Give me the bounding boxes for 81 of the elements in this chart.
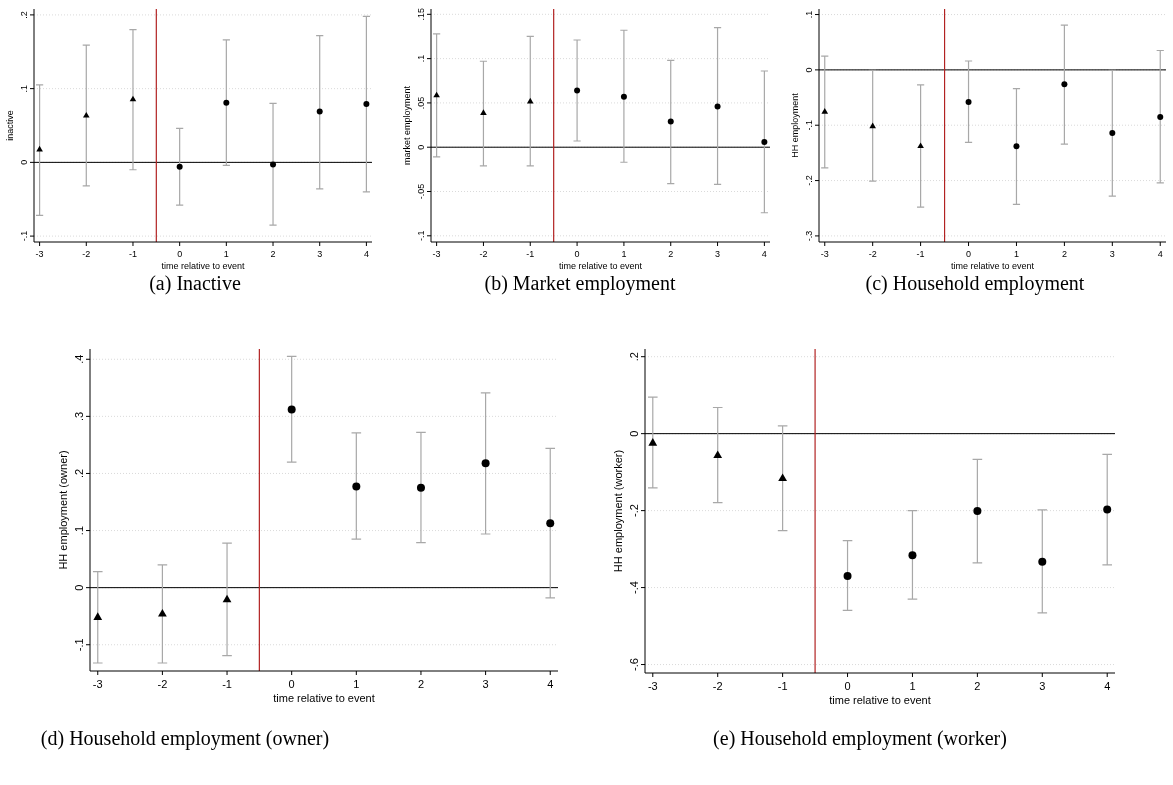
y-tick-label: -.1 [19, 230, 29, 242]
x-tick-label: 0 [177, 249, 183, 259]
y-axis-title: HH employment (owner) [56, 450, 69, 570]
y-tick-label: .15 [416, 8, 426, 21]
y-tick-label: -.2 [804, 175, 814, 186]
text: (d) Household employment (owner) [40, 727, 330, 750]
y-tick-label: -.4 [628, 581, 640, 594]
y-axis-title: HH employment [790, 92, 801, 158]
x-tick-label: 1 [1013, 249, 1019, 259]
y-tick-label: -.1 [804, 119, 814, 131]
x-tick-label: -2 [157, 678, 168, 690]
x-tick-label: 0 [288, 678, 295, 690]
x-tick-label: 1 [223, 249, 229, 259]
x-tick-label: 3 [1039, 680, 1046, 692]
x-tick-label: -2 [82, 249, 91, 259]
y-tick-label: .1 [73, 525, 85, 536]
x-tick-label: -3 [432, 249, 441, 259]
x-tick-label: -2 [868, 249, 877, 259]
x-tick-label: -1 [526, 249, 535, 259]
text: (c) Household employment [865, 272, 1085, 295]
x-tick-label: 4 [1157, 249, 1163, 259]
x-axis-title: time relative to event [558, 260, 643, 271]
y-tick-label: .1 [416, 54, 426, 63]
y-tick-label: 0 [804, 67, 814, 73]
x-tick-label: 0 [574, 249, 580, 259]
y-tick-label: .2 [628, 352, 640, 362]
x-tick-label: 2 [1061, 249, 1067, 259]
y-axis-title: market employment [402, 85, 413, 166]
y-tick-label: -.1 [73, 638, 85, 652]
y-tick-label: -.6 [628, 658, 640, 671]
text: (a) Inactive [149, 272, 241, 295]
x-tick-label: 1 [909, 680, 916, 692]
y-tick-label: .3 [73, 411, 85, 421]
y-tick-label: .2 [19, 11, 29, 19]
x-axis-title: time relative to event [950, 260, 1035, 271]
x-tick-label: 1 [621, 249, 627, 259]
y-tick-label: .05 [416, 96, 426, 110]
y-axis-title: HH employment (worker) [611, 449, 624, 573]
x-tick-label: 3 [317, 249, 323, 259]
x-tick-label: -2 [479, 249, 488, 259]
x-tick-label: 0 [844, 680, 851, 692]
x-tick-label: 4 [1104, 680, 1111, 692]
y-tick-label: -.2 [628, 504, 640, 518]
x-tick-label: -2 [712, 680, 723, 692]
y-tick-label: .2 [73, 468, 85, 479]
y-tick-label: 0 [73, 584, 85, 591]
y-tick-label: 0 [19, 159, 29, 165]
x-tick-label: 3 [1109, 249, 1115, 259]
x-tick-label: 0 [966, 249, 972, 259]
y-tick-label: -.3 [804, 230, 814, 242]
y-axis-title: inactive [5, 110, 16, 141]
y-tick-label: -.05 [416, 183, 426, 200]
x-axis-title: time relative to event [273, 692, 375, 705]
x-tick-label: 4 [547, 678, 554, 690]
y-tick-label: .4 [73, 354, 85, 364]
text: (e) Household employment (worker) [713, 727, 1007, 750]
text: (b) Market employment [484, 272, 676, 295]
x-tick-label: 1 [353, 678, 360, 690]
x-tick-label: -3 [92, 678, 103, 690]
x-tick-label: 3 [482, 678, 489, 690]
x-tick-label: -3 [820, 249, 829, 259]
x-axis-title: time relative to event [161, 260, 246, 271]
y-tick-label: 0 [416, 144, 426, 150]
x-tick-label: 4 [363, 249, 369, 259]
x-axis-title: time relative to event [829, 694, 931, 707]
x-tick-label: 2 [668, 249, 674, 259]
x-tick-label: -1 [222, 678, 232, 690]
x-tick-label: -3 [647, 680, 658, 692]
x-tick-label: 2 [974, 680, 981, 692]
x-tick-label: -1 [777, 680, 788, 692]
x-tick-label: -3 [35, 249, 44, 259]
x-tick-label: 3 [715, 249, 721, 259]
y-tick-label: -.1 [416, 230, 426, 242]
x-tick-label: 2 [270, 249, 276, 259]
x-tick-label: -1 [128, 249, 137, 259]
y-tick-label: .1 [19, 84, 29, 93]
y-tick-label: .1 [804, 10, 814, 19]
x-tick-label: 2 [417, 678, 425, 690]
x-tick-label: 4 [761, 249, 767, 259]
y-tick-label: 0 [628, 430, 640, 437]
x-tick-label: -1 [916, 249, 925, 259]
